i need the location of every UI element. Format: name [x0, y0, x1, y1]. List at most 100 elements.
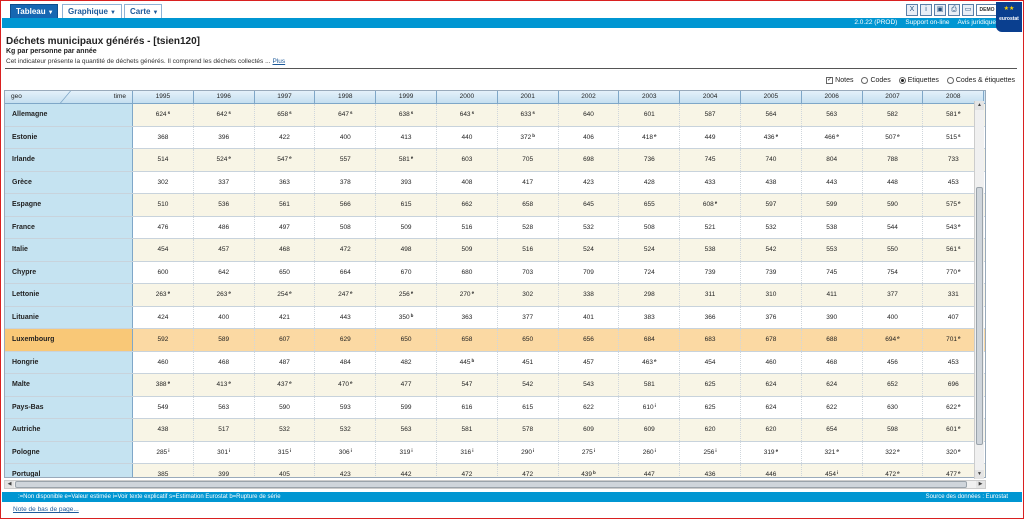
horizontal-scrollbar[interactable]: ◀ ▶	[4, 480, 986, 489]
excel-export-icon[interactable]: X	[906, 4, 918, 16]
geo-cell[interactable]: Autriche	[5, 419, 133, 441]
cell-value: 445	[459, 358, 471, 366]
legend-bar: :=Non disponible e=Valeur estimée i=Voir…	[2, 492, 1022, 502]
table-row[interactable]: Portugal 385 399 405 423 442 472 472 439 b 447 436 4…	[5, 464, 985, 478]
year-header[interactable]: 2000	[437, 91, 498, 103]
notes-checkbox[interactable]: ✓	[826, 77, 834, 84]
table-row[interactable]: Lettonie 263 e 263 e 254 e 247 e 256 e 270 e 302 338 29…	[5, 284, 985, 307]
print-icon[interactable]: ⎙	[948, 4, 960, 16]
year-header[interactable]: 2003	[619, 91, 681, 103]
geo-cell[interactable]: Italie	[5, 239, 133, 261]
cell-value: 597	[765, 201, 777, 209]
table-cell: 447	[619, 464, 681, 477]
legal-link[interactable]: Avis juridique	[957, 19, 996, 26]
year-header[interactable]: 1995	[133, 91, 194, 103]
year-header[interactable]: 2002	[558, 91, 620, 103]
table-row[interactable]: Pays-Bas 549 563 590 593 599 616 615 622 610 i 625 6…	[5, 396, 985, 419]
cell-value: 740	[765, 156, 777, 164]
geo-cell[interactable]: Estonie	[5, 126, 133, 148]
year-header[interactable]: 2004	[680, 91, 741, 103]
table-row[interactable]: Allemagne 624 s 642 s 658 s 647 s 638 s 643 s 633 s 640…	[5, 104, 985, 127]
cell-value: 468	[826, 358, 838, 366]
year-header[interactable]: 1999	[376, 91, 437, 103]
info-icon[interactable]: i	[920, 4, 932, 16]
cell-value: 650	[279, 268, 290, 276]
geo-cell[interactable]: France	[5, 216, 133, 238]
option-codes-labels[interactable]: Codes & étiquettes	[946, 77, 1015, 84]
table-row[interactable]: France 476 486 497 508 509 516 528 532 508 521 532 5…	[5, 216, 985, 239]
year-header[interactable]: 2008	[923, 91, 985, 103]
geo-cell[interactable]: Irlande	[5, 149, 133, 171]
geo-cell[interactable]: Hongrie	[5, 351, 133, 373]
year-header[interactable]: 2005	[741, 91, 802, 103]
table-cell: 593	[315, 396, 377, 418]
tab-graphique[interactable]: Graphique ▼	[62, 4, 122, 19]
cell-value: 524	[643, 246, 655, 254]
demo-button[interactable]: DEMO	[976, 4, 998, 16]
geo-cell[interactable]: Lituanie	[5, 306, 133, 328]
geo-cell[interactable]: Luxembourg	[5, 329, 133, 351]
codes-labels-radio[interactable]	[946, 77, 954, 84]
geo-cell[interactable]: Pays-Bas	[5, 396, 133, 418]
save-icon[interactable]: ▣	[934, 4, 946, 16]
chevron-down-icon: ▼	[152, 10, 159, 16]
cell-flag: s	[349, 110, 353, 116]
scroll-up-icon[interactable]: ▲	[975, 101, 984, 110]
scroll-down-icon[interactable]: ▼	[975, 470, 984, 479]
geo-cell[interactable]: Portugal	[5, 464, 133, 477]
table-row[interactable]: Irlande 514 524 e 547 e 557 581 e 603 705 698 736 745…	[5, 149, 985, 172]
table-cell: 472 e	[863, 464, 924, 478]
cell-value: 449	[704, 133, 716, 141]
codes-radio[interactable]	[861, 77, 869, 84]
chevron-down-icon: ▼	[47, 10, 54, 16]
year-header[interactable]: 1996	[193, 91, 255, 103]
year-header[interactable]: 2007	[862, 91, 924, 103]
horizontal-scroll-thumb[interactable]	[15, 481, 967, 488]
option-codes[interactable]: Codes	[861, 77, 891, 84]
tab-tableau[interactable]: Tableau ▼	[10, 4, 58, 19]
option-labels[interactable]: Etiquettes	[898, 77, 939, 84]
tab-carte[interactable]: Carte ▼	[124, 4, 162, 19]
year-header[interactable]: 2006	[801, 91, 863, 103]
folder-icon[interactable]: ▭	[962, 4, 974, 16]
table-row[interactable]: Lituanie 424 400 421 443 350 b 363 377 401 383 366 3…	[5, 306, 985, 329]
table-row[interactable]: Espagne 510 536 561 566 615 662 658 645 655 608 e 59…	[5, 194, 985, 217]
scroll-right-icon[interactable]: ▶	[976, 481, 985, 488]
geo-time-header: geo time	[5, 91, 133, 103]
option-notes[interactable]: ✓ Notes	[826, 77, 853, 84]
geo-cell[interactable]: Pologne	[5, 441, 133, 463]
scroll-left-icon[interactable]: ◀	[5, 481, 14, 488]
table-row[interactable]: Estonie 368 396 422 400 413 440 372 b 406 418 e 449 4…	[5, 126, 985, 149]
toolbar-icons: X i ▣ ⎙ ▭ DEMO	[906, 4, 998, 16]
vertical-scrollbar[interactable]: ▲ ▼	[974, 101, 984, 479]
footnote-link[interactable]: Note de bas de page...	[13, 506, 79, 513]
cell-value: 622	[946, 403, 957, 411]
vertical-scroll-thumb[interactable]	[976, 187, 983, 445]
table-row[interactable]: Italie 454 457 468 472 498 509 516 524 524 538 542 5…	[5, 239, 985, 262]
year-header[interactable]: 1997	[254, 91, 316, 103]
cell-value: 616	[461, 403, 473, 411]
table-cell: 514	[133, 149, 194, 171]
year-header[interactable]: 2001	[497, 91, 559, 103]
table-cell: 615	[498, 396, 559, 418]
more-link[interactable]: Plus	[272, 58, 286, 65]
geo-cell[interactable]: Espagne	[5, 194, 133, 216]
geo-cell[interactable]: Malte	[5, 374, 133, 396]
table-row[interactable]: Malte 388 e 413 e 437 e 470 e 477 547 542 543 581 625 6…	[5, 374, 985, 397]
labels-radio[interactable]	[898, 77, 906, 84]
geo-cell[interactable]: Lettonie	[5, 284, 133, 306]
geo-cell[interactable]: Grèce	[5, 171, 133, 193]
table-row[interactable]: Chypre 600 642 650 664 670 680 703 709 724 739 739 7…	[5, 261, 985, 284]
year-header[interactable]: 1998	[315, 91, 377, 103]
table-row[interactable]: Autriche 438 517 532 532 563 581 578 609 609 620 62…	[5, 419, 985, 442]
table-row[interactable]: Hongrie 460 468 487 484 482 445 b 451 457 463 e 454 4…	[5, 351, 985, 374]
support-link[interactable]: Support on-line	[905, 19, 950, 26]
table-row[interactable]: Grèce 302 337 363 378 393 408 417 423 428 433 438 44…	[5, 171, 985, 194]
table-row[interactable]: Luxembourg 592 589 607 629 650 658 650 656 684 683…	[5, 329, 985, 352]
geo-cell[interactable]: Chypre	[5, 261, 133, 283]
table-cell: 497	[255, 216, 316, 238]
cell-value: 472	[885, 471, 897, 478]
geo-cell[interactable]: Allemagne	[5, 104, 133, 126]
table-row[interactable]: Pologne 285 i 301 i 315 i 306 i 319 i 316 i 290 i 275 i 2…	[5, 441, 985, 464]
chevron-down-icon: ▼	[110, 10, 116, 16]
